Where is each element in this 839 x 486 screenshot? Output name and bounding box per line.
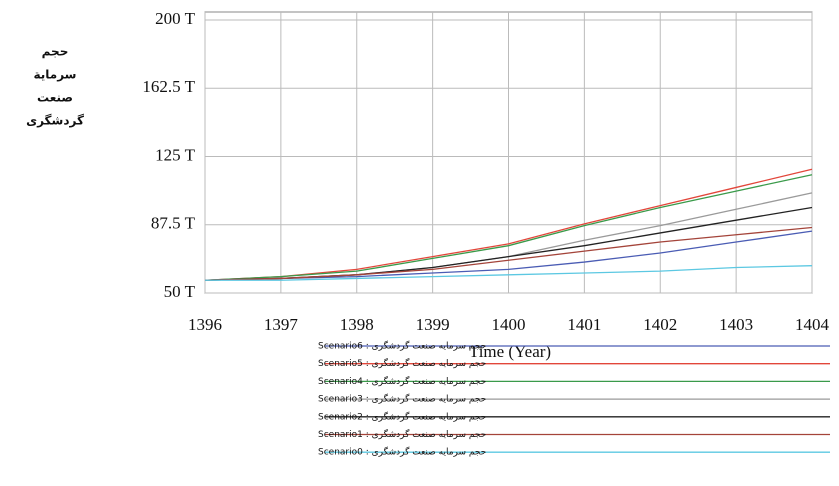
legend-label: حجم سرمایه صنعت گردشگری : Scenario0 [318, 446, 486, 458]
legend-label: حجم سرمایه صنعت گردشگری : Scenario6 [318, 340, 486, 352]
y-tick-label: 200 T [155, 9, 195, 28]
x-axis-title: Time (Year) [469, 342, 551, 361]
y-axis-title: صنعت [37, 91, 73, 105]
y-axis-title: گردشگری [26, 114, 84, 128]
x-tick-label: 1399 [416, 315, 450, 334]
x-tick-label: 1396 [188, 315, 222, 334]
x-tick-label: 1404 [795, 315, 830, 334]
legend-label: حجم سرمایه صنعت گردشگری : Scenario2 [318, 410, 486, 422]
y-tick-label: 162.5 T [142, 77, 195, 96]
y-axis-title: سرمایة [34, 68, 77, 82]
series-line [204, 174, 813, 281]
x-tick-label: 1400 [492, 315, 526, 334]
legend-label: حجم سرمایه صنعت گردشگری : Scenario3 [318, 393, 486, 405]
x-tick-label: 1403 [719, 315, 753, 334]
legend-label: حجم سرمایه صنعت گردشگری : Scenario4 [318, 375, 486, 387]
y-tick-label: 50 T [164, 282, 196, 301]
x-tick-label: 1398 [340, 315, 374, 334]
x-tick-label: 1397 [264, 315, 299, 334]
x-tick-label: 1401 [567, 315, 601, 334]
x-tick-label: 1402 [643, 315, 677, 334]
legend-label: حجم سرمایه صنعت گردشگری : Scenario1 [318, 428, 486, 440]
legend-label: حجم سرمایه صنعت گردشگری : Scenario5 [318, 357, 486, 369]
series-line [205, 265, 813, 281]
y-tick-label: 125 T [155, 145, 195, 164]
y-tick-label: 87.5 T [151, 214, 196, 233]
series-line [204, 226, 813, 281]
y-axis-title: حجم [42, 45, 69, 59]
